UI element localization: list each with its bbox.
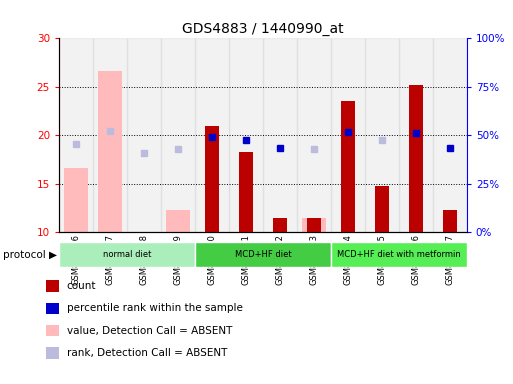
Bar (98, 71, 122, 232)
Text: protocol ▶: protocol ▶ (3, 250, 56, 260)
Text: percentile rank within the sample: percentile rank within the sample (67, 303, 243, 313)
Bar (93, 38, 127, 232)
Text: MCD+HF diet with metformin: MCD+HF diet with metformin (337, 250, 461, 259)
Bar (365, 38, 399, 232)
Text: count: count (67, 281, 96, 291)
Bar (195, 242, 331, 267)
Bar (297, 38, 331, 232)
Bar (443, 210, 457, 232)
Bar (399, 38, 433, 232)
Text: rank, Detection Call = ABSENT: rank, Detection Call = ABSENT (67, 348, 227, 358)
Text: value, Detection Call = ABSENT: value, Detection Call = ABSENT (67, 326, 232, 336)
Bar (341, 101, 354, 232)
Bar (409, 85, 423, 232)
Bar (166, 210, 190, 232)
Bar (59, 242, 195, 267)
Bar (59, 38, 93, 232)
Bar (229, 38, 263, 232)
Title: GDS4883 / 1440990_at: GDS4883 / 1440990_at (182, 22, 344, 36)
Text: normal diet: normal diet (103, 250, 151, 259)
Text: MCD+HF diet: MCD+HF diet (234, 250, 291, 259)
Bar (239, 152, 253, 232)
Bar (205, 126, 219, 232)
Bar (273, 218, 287, 232)
Bar (161, 38, 195, 232)
Bar (302, 218, 326, 232)
Bar (64, 168, 88, 232)
Bar (195, 38, 229, 232)
Bar (375, 186, 389, 232)
Bar (127, 38, 161, 232)
Bar (433, 38, 467, 232)
Bar (331, 242, 467, 267)
Bar (331, 38, 365, 232)
Bar (263, 38, 297, 232)
Bar (307, 218, 321, 232)
